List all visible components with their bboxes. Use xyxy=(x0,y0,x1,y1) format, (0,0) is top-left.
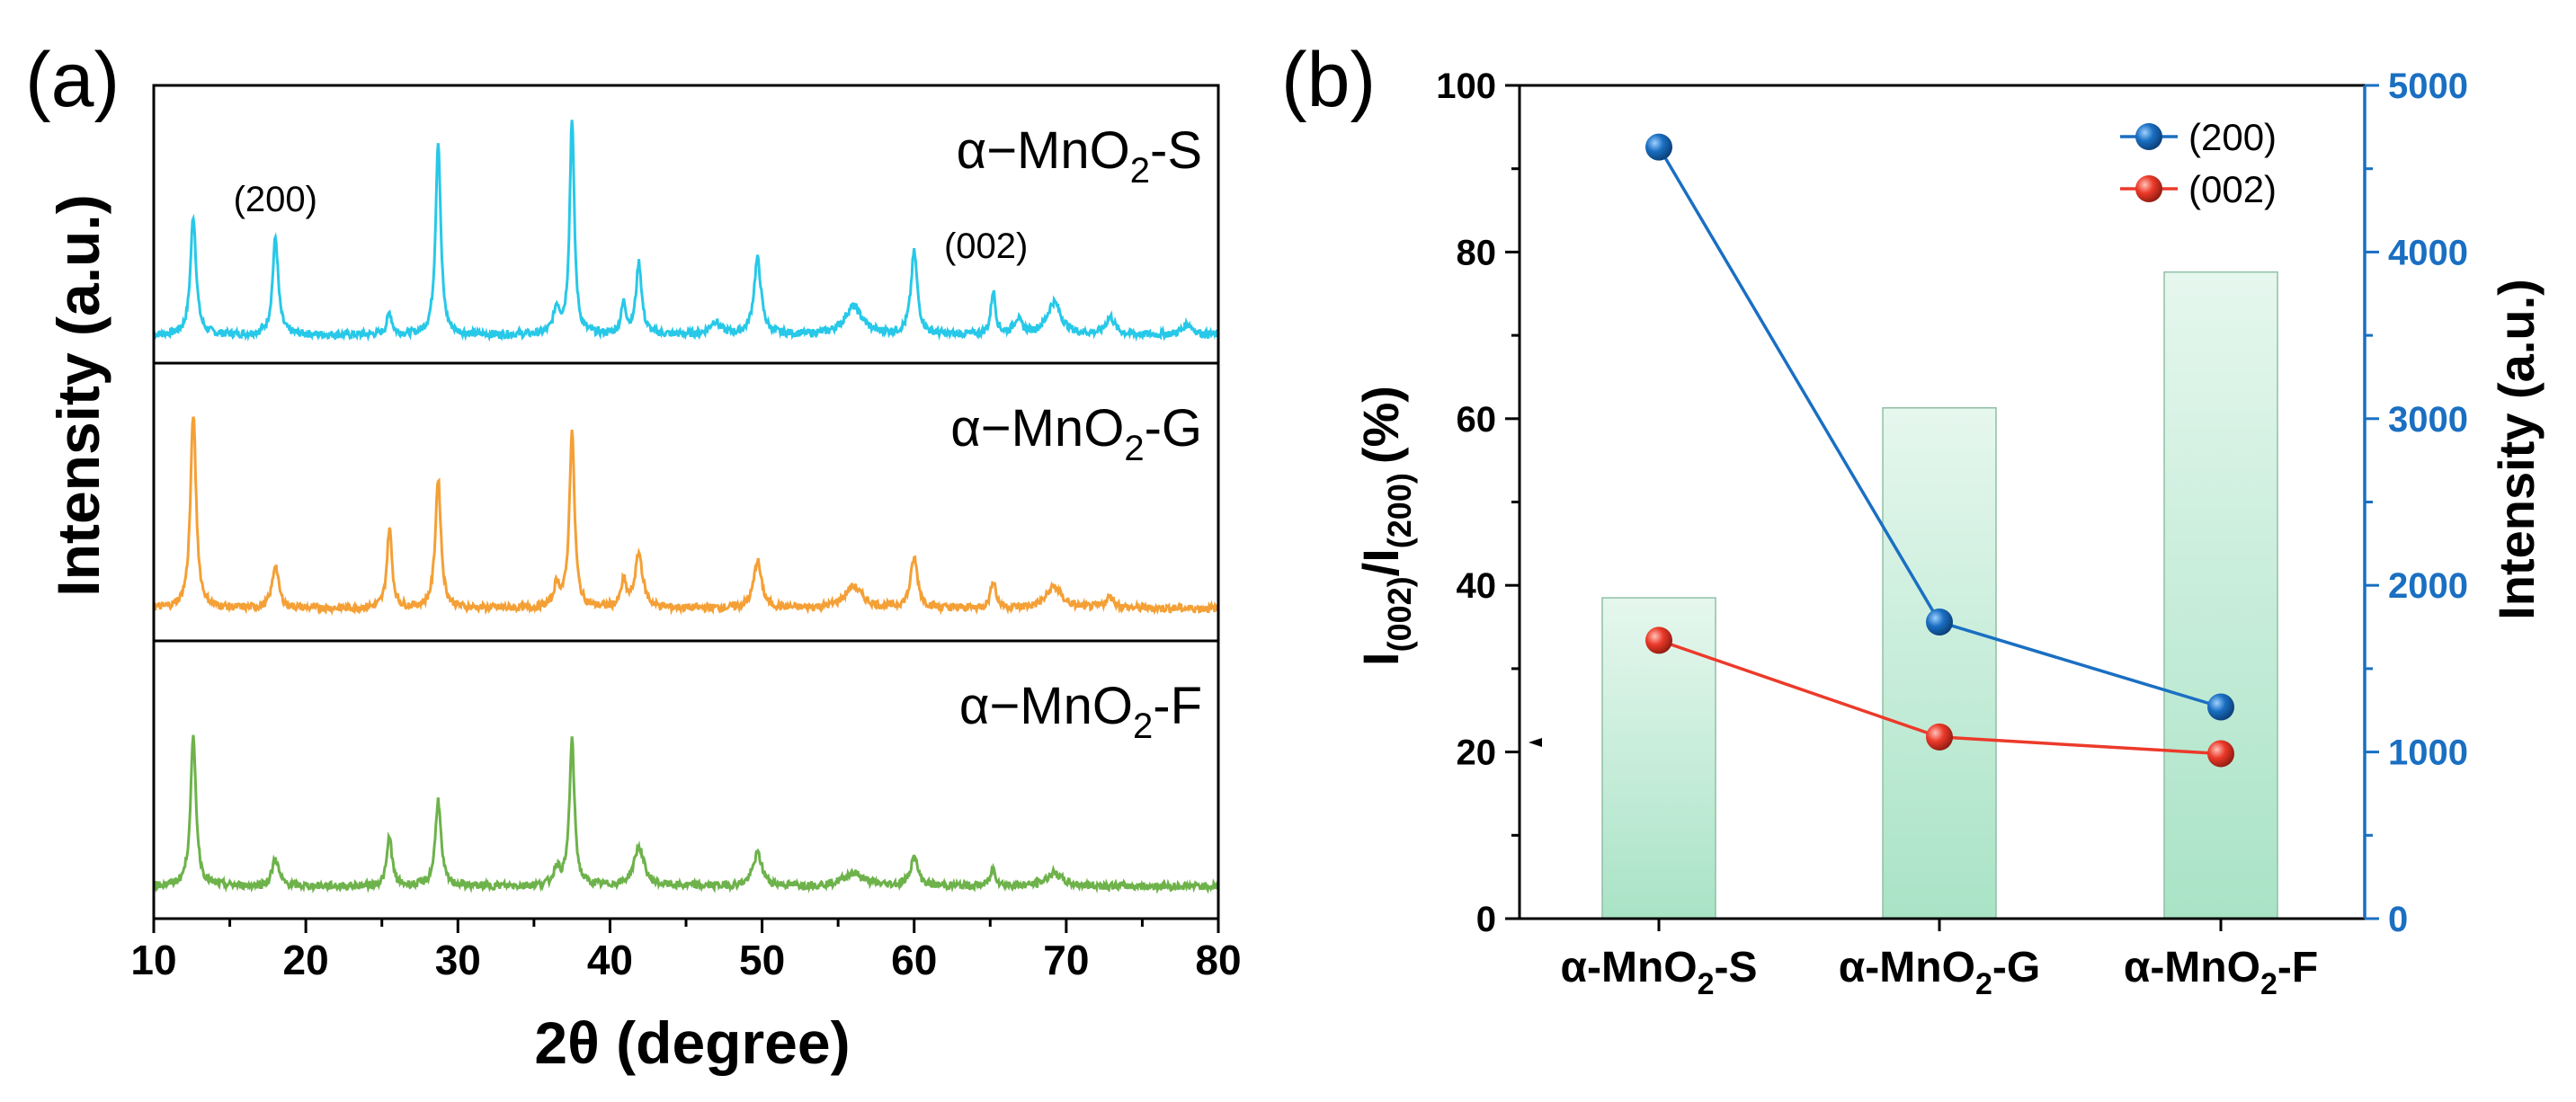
left-axis-title: I(002)/I(200)(%) xyxy=(1352,386,1418,666)
axis-arrow-icon xyxy=(1529,738,1542,747)
series-point xyxy=(2207,740,2234,768)
ratio-bars xyxy=(1601,271,2278,920)
peak-annotation: (200) xyxy=(234,180,317,219)
series-point xyxy=(1926,608,1953,635)
category-label: α-MnO2-S xyxy=(1560,944,1757,1001)
legend-label: (200) xyxy=(2188,116,2277,158)
legend-marker xyxy=(2135,123,2162,150)
right-tick-label: 2000 xyxy=(2388,566,2468,606)
xrd-trace-g xyxy=(152,416,1220,616)
series-point xyxy=(1645,133,1672,161)
left-tick-label: 20 xyxy=(1457,733,1497,773)
right-tick-label: 3000 xyxy=(2388,400,2468,440)
right-tick-label: 1000 xyxy=(2388,733,2468,773)
x-tick-label: 40 xyxy=(587,937,633,983)
sample-label: α−MnO2-S xyxy=(957,121,1202,191)
xrd-x-axis-title: 2θ (degree) xyxy=(534,1009,850,1076)
xrd-trace-f xyxy=(152,734,1220,894)
x-tick-label: 60 xyxy=(891,937,937,983)
panel-b-label: (b) xyxy=(1281,37,1376,123)
peak-annotation: (002) xyxy=(944,227,1028,266)
ratio-bar xyxy=(2163,271,2278,920)
category-labels: α-MnO2-S α-MnO2-G α-MnO2-F xyxy=(1560,919,2318,1001)
right-axis-title: Intensity (a.u.) xyxy=(2488,279,2545,620)
series-point xyxy=(2207,693,2234,721)
x-tick-label: 20 xyxy=(283,937,329,983)
left-tick-label: 100 xyxy=(1436,67,1496,106)
series-point xyxy=(1926,723,1953,751)
sample-label: α−MnO2-G xyxy=(950,399,1202,468)
legend-label: (002) xyxy=(2188,168,2277,210)
xrd-labels: α−MnO2-S (200) (002) α−MnO2-G α−MnO2-F xyxy=(234,121,1202,746)
left-tick-label: 60 xyxy=(1457,400,1497,440)
left-axis-ticks: 0 20 40 60 80 100 xyxy=(1436,67,1520,939)
left-tick-label: 0 xyxy=(1476,900,1496,939)
legend-marker xyxy=(2135,175,2162,202)
left-tick-label: 40 xyxy=(1457,566,1497,606)
x-tick-label: 10 xyxy=(130,937,176,983)
xrd-y-axis-title: Intensity (a.u.) xyxy=(45,194,111,596)
xrd-trace-s xyxy=(153,120,1220,342)
right-axis-ticks: 0 1000 2000 3000 4000 5000 xyxy=(2365,67,2468,939)
legend: (200) (002) xyxy=(2120,116,2277,210)
panel-a-label: (a) xyxy=(25,37,120,123)
left-tick-label: 80 xyxy=(1457,233,1497,272)
x-tick-label: 30 xyxy=(435,937,481,983)
ratio-bar xyxy=(1882,406,1997,920)
right-tick-label: 4000 xyxy=(2388,233,2468,272)
right-tick-label: 5000 xyxy=(2388,67,2468,106)
sample-label: α−MnO2-F xyxy=(959,677,1202,746)
category-label: α-MnO2-G xyxy=(1839,944,2040,1001)
x-tick-label: 80 xyxy=(1195,937,1241,983)
intensity-lines xyxy=(1645,133,2234,768)
xrd-x-ticks: 10 20 30 40 50 60 70 80 xyxy=(130,919,1242,983)
category-label: α-MnO2-F xyxy=(2124,944,2318,1001)
series-point xyxy=(1645,627,1672,654)
x-tick-label: 70 xyxy=(1043,937,1089,983)
x-tick-label: 50 xyxy=(739,937,785,983)
right-tick-label: 0 xyxy=(2388,900,2408,939)
xrd-traces xyxy=(152,120,1220,894)
